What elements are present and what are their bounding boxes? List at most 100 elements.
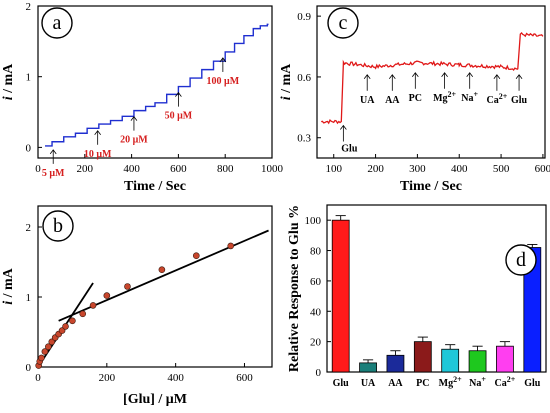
- panel-a-arrowhead: [49, 149, 57, 155]
- panel-c-label: c: [339, 12, 348, 34]
- panel-a-arrowhead: [175, 91, 182, 97]
- panel-d-bar: [413, 341, 432, 373]
- panel-d-category-label: Ca2+: [495, 375, 516, 389]
- panel-b-data-point: [69, 317, 76, 325]
- panel-d-bar: [441, 348, 460, 373]
- panel-c-arrowhead: [411, 72, 419, 78]
- panel-a-label-circle: [41, 7, 73, 39]
- panel-c-xtick-label: 600: [535, 163, 550, 175]
- panel-a-xlabel: Time / Sec: [124, 179, 186, 194]
- panel-a-annotation: 100 μM: [207, 76, 240, 87]
- panel-c-annotation: Na+: [461, 90, 478, 104]
- panel-c-xlabel: Time / Sec: [400, 179, 462, 194]
- panel-b-data-point: [45, 343, 52, 351]
- panel-b-data-point: [41, 348, 49, 355]
- panel-a-xtick-label: 800: [217, 163, 234, 175]
- panel-c-annotation: Glu: [511, 95, 528, 106]
- panel-c-ytick-label: 0.9: [297, 11, 311, 23]
- panel-c-arrowhead: [515, 74, 523, 80]
- panel-c-annotation: Glu: [341, 144, 358, 155]
- panel-c-xtick-label: 300: [409, 163, 426, 175]
- panel-d-label: d: [516, 249, 526, 271]
- panel-d-bar: [496, 345, 514, 373]
- panel-c-annotation: Mg2+: [433, 90, 456, 104]
- panel-c-ytick-label: 0.3: [297, 133, 311, 145]
- panel-c-arrowhead: [441, 72, 448, 78]
- panel-b-data-point: [62, 323, 69, 330]
- panel-b-ytick-label: 1: [26, 292, 32, 304]
- panel-d-category-label: PC: [416, 378, 429, 389]
- panel-b-data-point: [89, 302, 97, 309]
- panel-d-ytick-label: 60: [310, 276, 322, 288]
- panel-c-interference-trace: 100 200 300 400 500 600 0.3 0.6 0.9 Time / Sec i /…: [279, 5, 550, 194]
- panel-b-data-point: [38, 354, 45, 362]
- panel-b-data-point: [124, 283, 131, 290]
- panel-c-arrowhead: [388, 74, 396, 80]
- panel-a-annotation: 10 μM: [84, 149, 112, 160]
- panel-a-xtick-label: 0: [35, 163, 41, 175]
- panel-a-ytick-label: 0: [26, 142, 32, 154]
- panel-d-frame: [326, 204, 547, 373]
- panel-d-ytick-label: 40: [310, 306, 322, 318]
- panel-b-ytick-label: 0: [26, 362, 32, 374]
- panel-b-data-point: [103, 292, 111, 299]
- panel-c-annotation: Ca2+: [486, 92, 507, 106]
- panel-d-category-label: Mg2+: [439, 375, 462, 389]
- panel-b-fit-line: [58, 229, 269, 322]
- panel-d-ytick-label: 100: [305, 215, 322, 227]
- panel-d-ytick-label: 0: [316, 367, 322, 379]
- panel-a-ytick-label: 1: [26, 72, 32, 84]
- panel-a-current-trace: [45, 23, 269, 147]
- panel-a-current-vs-time: 0 200 400 600 800 1000 0 1 2 Time / Sec i / mA 5 μM…: [1, 1, 284, 194]
- panel-b-data-point: [58, 327, 66, 334]
- panel-c-current-trace: [321, 32, 544, 125]
- panel-a-annotation: 20 μM: [120, 135, 148, 146]
- panel-c-arrowhead: [493, 74, 501, 80]
- panel-b-calibration-plot: 0 200 400 600 0 1 2 [Glu] / μM i / mA b: [1, 205, 273, 407]
- panel-b-data-point: [79, 310, 87, 318]
- panel-a-annotation: 50 μM: [165, 111, 193, 122]
- panel-a-frame: [37, 5, 273, 159]
- panel-b-xtick-label: 400: [167, 372, 184, 384]
- panel-d-label-circle: [505, 244, 537, 276]
- panel-a-ytick-label: 2: [26, 1, 32, 13]
- panel-c-annotation: UA: [360, 95, 375, 106]
- panel-c-frame: [316, 5, 546, 159]
- panel-a-annotation: 5 μM: [42, 168, 65, 179]
- panel-a-xtick-label: 600: [170, 163, 187, 175]
- panel-c-label-circle: [327, 7, 359, 39]
- panel-b-ylabel: i / mA: [1, 267, 16, 304]
- panel-b-frame: [37, 205, 273, 368]
- panel-c-arrowhead: [340, 124, 347, 130]
- panel-c-ytick-label: 0.6: [297, 72, 311, 84]
- panel-b-data-point: [48, 338, 56, 346]
- panel-c-annotation: AA: [385, 95, 400, 106]
- panel-a-xtick-label: 200: [77, 163, 94, 175]
- panel-b-xtick-label: 0: [35, 372, 41, 384]
- panel-a-ylabel: i / mA: [1, 63, 16, 100]
- panel-a-label: a: [53, 12, 62, 34]
- panel-d-category-label: Na+: [469, 375, 486, 389]
- panel-b-label-circle: [42, 210, 74, 242]
- panel-b-label: b: [53, 215, 63, 237]
- panel-d-bar: [386, 354, 405, 373]
- panel-d-bar: [331, 219, 350, 373]
- panel-b-data-point: [192, 252, 200, 259]
- panel-a-arrowhead: [219, 57, 227, 63]
- panel-c-arrowhead: [466, 72, 474, 78]
- panel-d-bar: [468, 350, 487, 373]
- panel-c-xtick-label: 100: [325, 163, 342, 175]
- panel-b-data-point: [227, 242, 235, 250]
- panel-a-xtick-label: 400: [123, 163, 140, 175]
- panel-b-data-point: [158, 266, 166, 274]
- panel-d-category-label: Glu: [524, 378, 541, 389]
- panel-b-xlabel: [Glu] / μM: [123, 392, 187, 407]
- panel-d-category-label: Glu: [333, 378, 350, 389]
- panel-a-arrowhead: [94, 130, 101, 136]
- panel-c-annotation: PC: [409, 93, 422, 104]
- panel-b-ytick-label: 2: [26, 222, 32, 234]
- panel-d-bar: [359, 362, 377, 373]
- panel-d-ytick-label: 80: [310, 246, 322, 258]
